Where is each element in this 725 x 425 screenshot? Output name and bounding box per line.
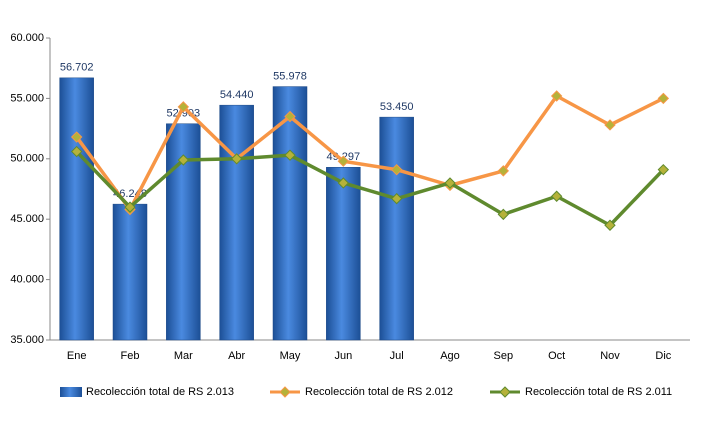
- marker: [550, 190, 563, 202]
- legend-swatch: [60, 387, 82, 397]
- marker: [337, 155, 350, 167]
- value-label: 54.440: [220, 89, 254, 101]
- marker: [657, 92, 670, 105]
- legend-label: Recolección total de RS 2.011: [525, 386, 672, 398]
- marker: [390, 192, 403, 205]
- bar: [59, 77, 94, 341]
- marker: [337, 177, 350, 189]
- marker: [70, 131, 83, 143]
- marker: [284, 110, 296, 123]
- marker: [230, 153, 243, 165]
- legend-label: Recolección total de RS 2.012: [305, 386, 453, 398]
- x-tick-label: Jul: [390, 350, 404, 362]
- x-tick-label: Nov: [600, 350, 620, 362]
- y-tick-label: 40.000: [10, 274, 44, 286]
- line: [75, 150, 665, 227]
- marker: [390, 163, 403, 176]
- marker: [604, 219, 616, 231]
- x-tick-label: Dic: [655, 350, 671, 362]
- bar: [219, 104, 254, 341]
- legend-marker: [499, 386, 511, 398]
- marker: [657, 163, 670, 176]
- x-tick-label: Mar: [174, 350, 193, 362]
- bar: [379, 116, 414, 341]
- y-tick-label: 35.000: [10, 334, 44, 346]
- bar: [272, 86, 308, 341]
- marker: [177, 101, 190, 113]
- marker: [444, 177, 456, 189]
- bar: [326, 167, 361, 341]
- marker: [550, 90, 563, 102]
- y-tick-label: 45.000: [10, 213, 44, 225]
- y-tick-label: 55.000: [10, 92, 44, 104]
- x-tick-label: May: [280, 350, 301, 362]
- legend-label: Recolección total de RS 2.013: [86, 386, 234, 398]
- marker: [177, 154, 190, 166]
- marker: [70, 145, 83, 158]
- y-tick-label: 60.000: [10, 32, 44, 44]
- marker: [497, 208, 510, 221]
- x-tick-label: Jun: [334, 350, 352, 362]
- marker: [604, 119, 616, 131]
- y-tick-label: 50.000: [10, 153, 44, 165]
- x-tick-label: Feb: [121, 350, 140, 362]
- x-tick-label: Abr: [228, 350, 245, 362]
- marker: [124, 201, 136, 213]
- value-label: 53.450: [380, 101, 414, 113]
- legend-marker: [279, 386, 291, 398]
- line: [75, 94, 665, 212]
- marker: [284, 149, 296, 161]
- bar: [112, 203, 148, 341]
- marker: [497, 165, 510, 177]
- value-label: 56.702: [60, 62, 94, 74]
- x-tick-label: Oct: [548, 350, 565, 362]
- value-label: 55.978: [273, 70, 307, 82]
- x-tick-label: Ene: [67, 350, 87, 362]
- x-tick-label: Ago: [440, 350, 460, 362]
- x-tick-label: Sep: [494, 350, 514, 362]
